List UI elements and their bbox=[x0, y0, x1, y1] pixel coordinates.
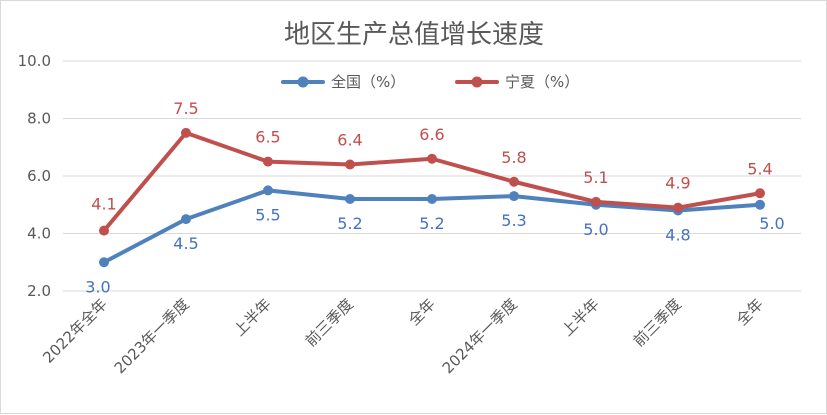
data-label: 6.4 bbox=[337, 131, 362, 150]
y-tick-label: 6.0 bbox=[27, 167, 51, 185]
data-label: 6.6 bbox=[419, 125, 444, 144]
x-tick-label: 上半年 bbox=[230, 295, 275, 340]
data-point bbox=[345, 194, 355, 204]
legend-marker bbox=[471, 76, 483, 88]
data-label: 5.0 bbox=[759, 214, 784, 233]
y-tick-label: 2.0 bbox=[27, 282, 51, 300]
data-point bbox=[263, 185, 273, 196]
data-label: 7.5 bbox=[173, 99, 198, 118]
data-label: 4.8 bbox=[665, 226, 690, 245]
data-label: 5.2 bbox=[419, 214, 444, 233]
legend-label: 宁夏（%） bbox=[505, 73, 579, 91]
x-tick-label: 前三季度 bbox=[302, 295, 357, 350]
data-point bbox=[181, 214, 191, 225]
x-tick-label: 2024年一季度 bbox=[439, 295, 521, 377]
data-point bbox=[99, 225, 109, 236]
data-point bbox=[345, 159, 355, 170]
data-point bbox=[427, 153, 437, 164]
x-tick-label: 全年 bbox=[733, 295, 767, 329]
data-point bbox=[673, 202, 683, 213]
data-label: 4.9 bbox=[665, 174, 690, 193]
data-point bbox=[427, 194, 437, 204]
data-label: 3.0 bbox=[85, 277, 110, 296]
y-tick-label: 8.0 bbox=[27, 110, 51, 128]
data-label: 4.5 bbox=[173, 234, 198, 253]
x-tick-label: 上半年 bbox=[558, 295, 603, 340]
data-label: 5.1 bbox=[583, 168, 608, 187]
x-tick-label: 2023年一季度 bbox=[111, 295, 193, 377]
x-tick-label: 全年 bbox=[405, 295, 439, 329]
data-point bbox=[755, 199, 765, 210]
legend-label: 全国（%） bbox=[331, 73, 405, 91]
data-label: 5.4 bbox=[747, 159, 772, 178]
data-label: 5.0 bbox=[583, 220, 608, 239]
x-axis-ticks: 2022年全年 2023年一季度 上半年 前三季度 全年 2024年一季度 上半年 前三季度全… bbox=[39, 295, 767, 377]
data-point bbox=[509, 176, 519, 187]
chart-title: 地区生产总值增长速度 bbox=[284, 20, 544, 50]
data-point bbox=[99, 257, 109, 268]
data-point bbox=[591, 196, 601, 207]
data-point bbox=[755, 188, 765, 199]
x-tick-label: 2022年全年 bbox=[39, 295, 111, 367]
data-label: 5.8 bbox=[501, 148, 526, 167]
grid-lines bbox=[63, 60, 801, 292]
y-axis-ticks: 2.0 4.0 6.0 8.0 10.0 bbox=[18, 52, 51, 300]
x-tick-label: 前三季度 bbox=[630, 295, 685, 350]
series-lines: 3.0 4.5 5.5 5.2 5.2 5.3 5.0 4.8 5.0 4.1 7.5 6.5 6.4 6… bbox=[85, 99, 784, 296]
y-tick-label: 4.0 bbox=[27, 225, 51, 243]
y-tick-label: 10.0 bbox=[18, 52, 51, 70]
legend: 全国（%） 宁夏（%） bbox=[281, 73, 579, 91]
data-point bbox=[263, 156, 273, 167]
data-label: 5.2 bbox=[337, 214, 362, 233]
data-point bbox=[509, 191, 519, 202]
data-label: 5.3 bbox=[501, 211, 526, 230]
data-label: 4.1 bbox=[91, 195, 116, 214]
data-label: 6.5 bbox=[255, 128, 280, 147]
data-label: 5.5 bbox=[255, 205, 280, 224]
data-point bbox=[181, 127, 191, 138]
legend-marker bbox=[297, 76, 309, 88]
